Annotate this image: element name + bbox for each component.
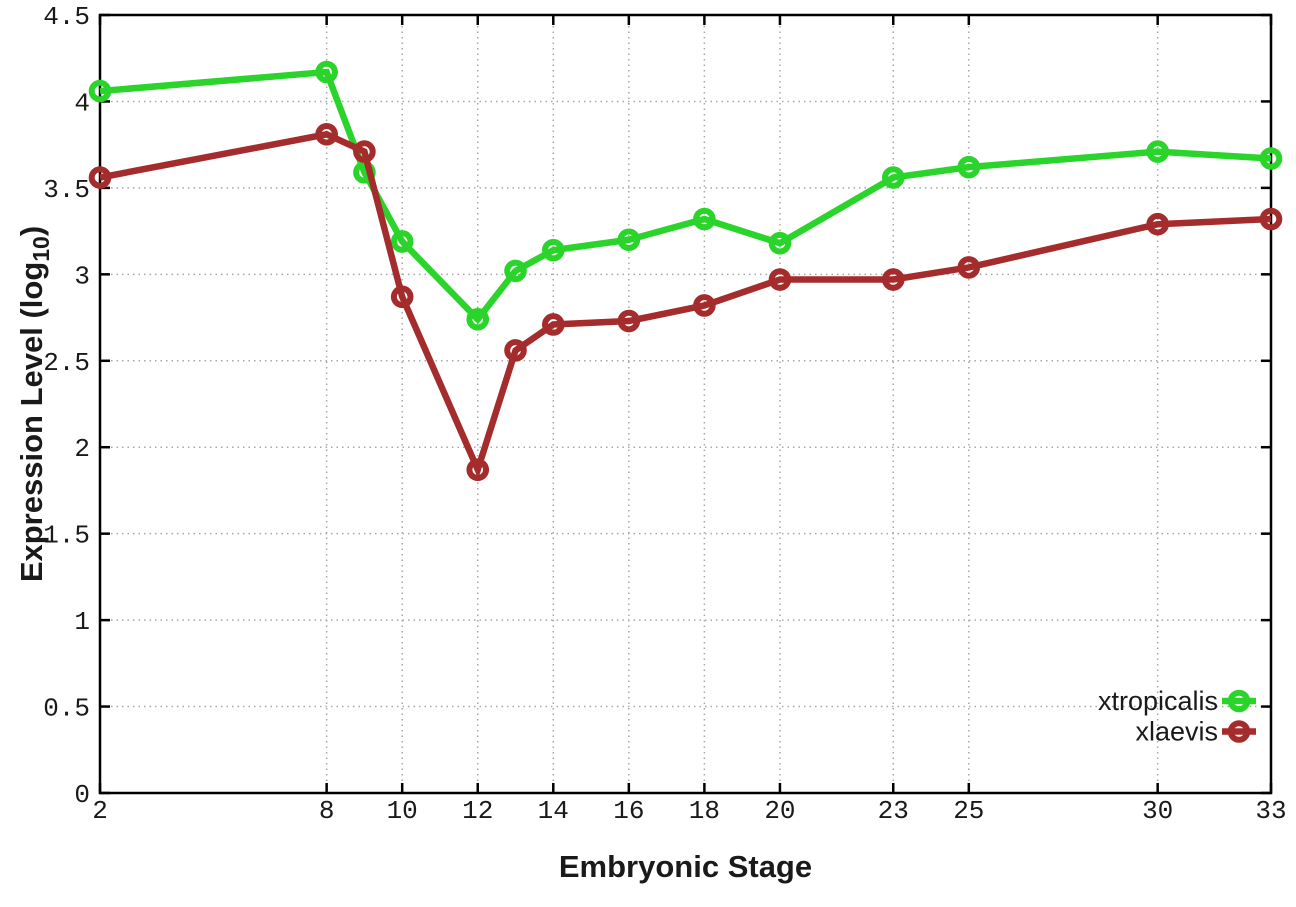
data-point-marker [693,294,716,317]
y-tick-label: 2 [74,434,90,464]
data-point-marker [466,307,490,331]
data-point-marker [88,79,112,103]
data-point-marker [353,140,376,163]
data-point-marker [315,60,338,84]
y-tick-label: 2.5 [43,348,90,378]
y-axis-title: Expression Level (log10) [14,226,54,582]
series-line [99,68,1272,325]
data-point-marker [504,339,527,362]
data-point-marker [504,259,527,283]
x-tick-label: 12 [462,796,493,826]
legend-item-xtropicalis: xtropicalis [1098,686,1256,716]
gridlines [99,14,1272,794]
x-tick-label: 10 [387,796,418,826]
legend-item-xlaevis: xlaevis [1135,717,1256,747]
x-tick-label: 30 [1142,796,1173,826]
legend-label: xlaevis [1135,717,1218,747]
data-point-marker [390,230,414,253]
data-point-marker [88,166,112,189]
data-point-marker [957,155,981,179]
x-tick-label: 14 [538,796,569,826]
plot-border [98,13,1273,795]
data-point-marker [881,268,905,291]
x-tick-label: 33 [1255,796,1286,826]
data-point-marker [957,256,981,279]
legend-label: xtropicalis [1098,686,1218,716]
data-point-marker [617,309,641,333]
x-tick-label: 16 [613,796,644,826]
data-point-marker [1146,212,1169,236]
legend-sample-marker [1227,720,1251,743]
y-tick-labels: 0 0.5 1 1.5 2 2.5 3 3.5 4 4.5 [43,2,90,810]
x-tick-label: 18 [689,796,720,826]
data-point-marker [1259,207,1283,231]
y-tick-label: 1.5 [43,521,90,551]
series-xlaevis [88,122,1283,481]
data-point-marker [881,166,905,189]
series-xtropicalis [88,60,1283,331]
y-tick-label: 4 [74,88,90,118]
data-point-marker [617,228,641,252]
y-tick-label: 0.5 [43,694,90,724]
x-axis-title: Embryonic Stage [559,849,812,884]
data-point-marker [1259,147,1283,170]
y-axis-title-text: Expression Level (log10) [14,226,54,582]
data-point-marker [768,231,792,255]
y-tick-label: 1 [74,607,90,637]
x-tick-labels: 2 8 10 12 14 16 18 20 23 25 30 33 [92,796,1286,826]
x-tick-label: 8 [319,796,335,826]
data-point-marker [466,458,490,481]
legend-sample-marker [1227,689,1251,713]
data-point-marker [390,285,414,309]
x-tick-label: 20 [764,796,795,826]
y-tick-label: 3.5 [43,175,90,205]
data-point-marker [315,122,338,146]
axis-ticks [98,13,1273,795]
data-point-marker [693,207,716,231]
y-tick-label: 4.5 [43,2,90,32]
x-tick-label: 2 [92,796,108,826]
x-tick-label: 25 [953,796,984,826]
data-point-marker [541,313,565,336]
x-tick-label: 23 [878,796,909,826]
y-tick-label: 3 [74,261,90,291]
data-point-marker [768,268,792,291]
y-tick-label: 0 [74,780,90,810]
series-line [99,130,1272,479]
data-point-marker [1146,140,1169,163]
data-point-marker [541,238,565,262]
